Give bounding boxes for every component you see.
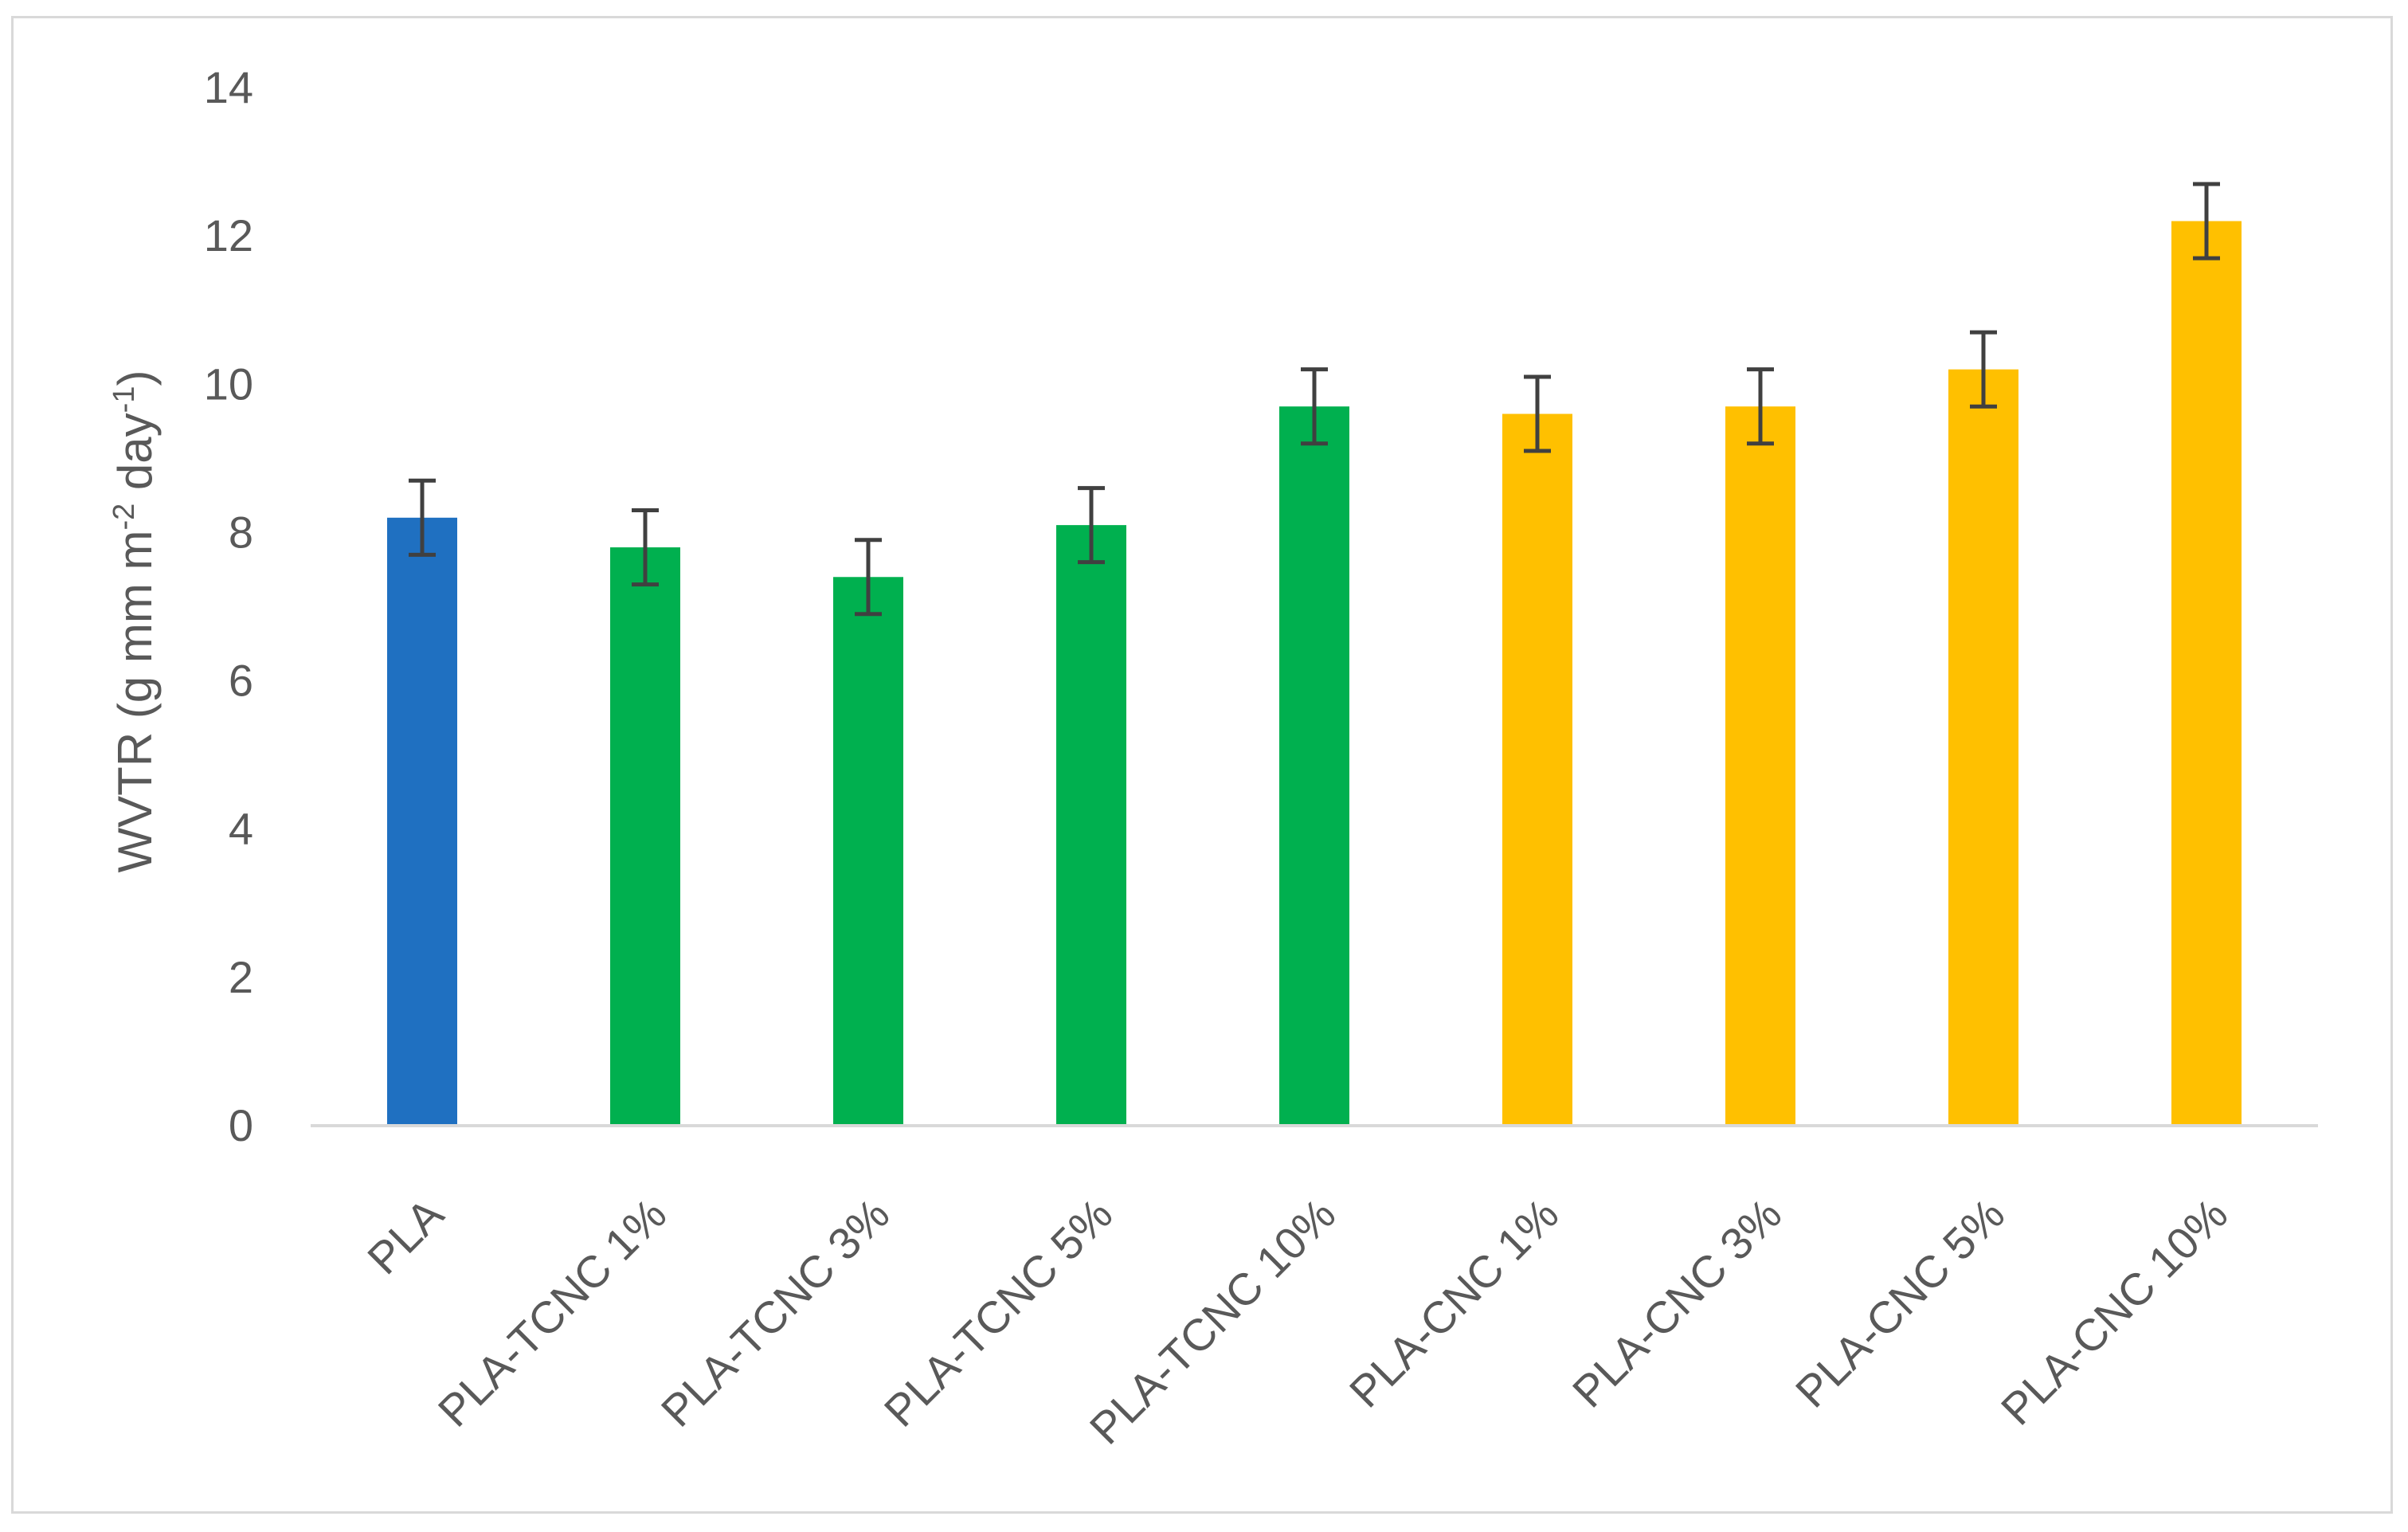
y-tick-label: 14 bbox=[204, 62, 253, 112]
x-category-label: PLA-CNC 1% bbox=[1340, 1189, 1568, 1417]
y-axis-title-middle: day bbox=[108, 413, 162, 503]
x-category-label: PLA-CNC 10% bbox=[1991, 1189, 2238, 1435]
y-tick-label: 12 bbox=[204, 210, 253, 261]
x-category-label: PLA-CNC 5% bbox=[1786, 1189, 2014, 1417]
y-axis-title-sup2: -1 bbox=[108, 386, 141, 413]
y-axis-title-prefix: WVTR (g mm m bbox=[108, 531, 162, 873]
bar bbox=[1279, 406, 1349, 1126]
y-axis-title-sup1: -2 bbox=[108, 503, 141, 531]
bar bbox=[833, 577, 903, 1126]
x-category-label: PLA bbox=[358, 1188, 453, 1283]
y-axis-ticks: 0 2 4 6 8 10 12 14 bbox=[204, 62, 253, 1150]
bar bbox=[1948, 369, 2018, 1126]
y-tick-label: 10 bbox=[204, 359, 253, 409]
y-tick-label: 8 bbox=[229, 507, 253, 557]
bars bbox=[387, 221, 2242, 1126]
x-category-label: PLA-TCNC 10% bbox=[1080, 1189, 1345, 1454]
bar bbox=[1725, 406, 1795, 1126]
x-category-label: PLA-TCNC 3% bbox=[652, 1189, 899, 1436]
y-tick-label: 0 bbox=[229, 1100, 253, 1150]
y-axis-title-suffix: ) bbox=[108, 370, 162, 386]
y-tick-label: 4 bbox=[229, 804, 253, 854]
x-category-label: PLA-TCNC 1% bbox=[429, 1189, 676, 1436]
bar bbox=[1502, 413, 1572, 1126]
bar bbox=[610, 547, 680, 1126]
x-category-label: PLA-TCNC 5% bbox=[875, 1189, 1122, 1436]
bar bbox=[2171, 221, 2242, 1126]
y-tick-label: 2 bbox=[229, 952, 253, 1002]
error-bars bbox=[409, 182, 2220, 617]
y-axis-title: WVTR (g mm m-2 day-1) bbox=[108, 370, 162, 873]
x-category-label: PLA-CNC 3% bbox=[1563, 1189, 1791, 1417]
bar bbox=[387, 517, 457, 1126]
y-tick-label: 6 bbox=[229, 656, 253, 706]
bar bbox=[1056, 525, 1126, 1126]
